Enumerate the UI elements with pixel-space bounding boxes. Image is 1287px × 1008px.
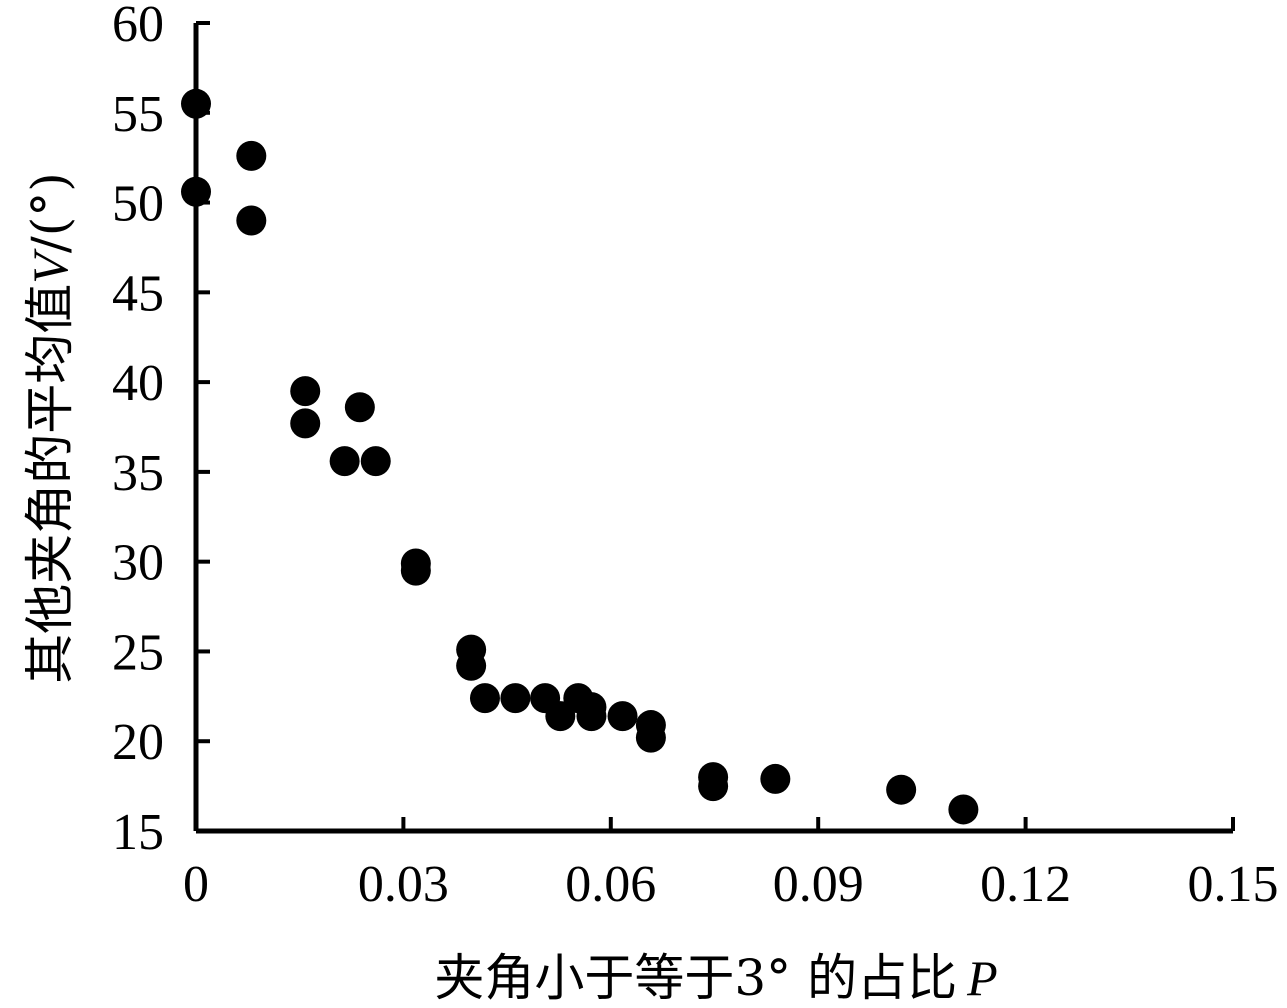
data-point — [344, 392, 375, 423]
data-point — [181, 88, 211, 119]
data-point — [698, 771, 729, 802]
data-points — [181, 88, 979, 825]
y-axis-title-unit: /(°) — [21, 172, 79, 253]
data-point — [290, 376, 321, 407]
y-tick-label: 55 — [112, 86, 164, 143]
data-point — [290, 408, 321, 439]
data-point — [886, 774, 917, 805]
y-axis-title-variable: V — [22, 248, 78, 284]
y-tick-label: 60 — [112, 0, 164, 53]
x-tick-label: 0.15 — [1188, 856, 1279, 913]
data-point — [469, 683, 500, 714]
y-tick-label: 30 — [112, 535, 164, 592]
y-tick-label: 40 — [112, 355, 164, 412]
x-tick-label: 0.12 — [980, 856, 1071, 913]
data-point — [181, 176, 211, 207]
y-axis-title-text: 其他夹角的平均值 — [21, 284, 79, 684]
data-point — [456, 650, 487, 681]
y-tick-label: 20 — [112, 714, 164, 771]
data-point — [236, 140, 267, 171]
data-point — [360, 446, 391, 477]
data-point — [329, 446, 360, 477]
data-point — [948, 794, 979, 825]
x-axis-ticks: 0 0.03 0.06 0.09 0.12 0.15 — [183, 817, 1279, 913]
y-tick-label: 50 — [112, 176, 164, 233]
y-tick-label: 25 — [112, 624, 164, 681]
data-point — [400, 555, 431, 586]
y-tick-label: 45 — [112, 265, 164, 322]
data-point — [500, 683, 531, 714]
x-tick-label: 0.09 — [773, 856, 864, 913]
data-point — [576, 701, 607, 732]
data-point — [607, 701, 638, 732]
x-axis-title-text: 夹角小于等于3° 的占比 — [434, 949, 957, 1007]
x-axis-title-variable: P — [966, 950, 998, 1006]
data-point — [236, 205, 267, 236]
axes: 0 0.03 0.06 0.09 0.12 0.15 15 20 25 30 35 40 45 50 55… — [112, 0, 1279, 913]
x-axis-title: 夹角小于等于3° 的占比 P — [434, 949, 997, 1007]
y-axis-title: 其他夹角的平均值V/(°) — [21, 172, 79, 683]
y-tick-label: 15 — [112, 804, 164, 861]
x-tick-label: 0.03 — [358, 856, 449, 913]
y-tick-label: 35 — [112, 445, 164, 502]
data-point — [760, 763, 791, 794]
y-axis-ticks: 15 20 25 30 35 40 45 50 55 60 — [112, 0, 210, 861]
x-tick-label: 0.06 — [565, 856, 656, 913]
x-tick-label: 0 — [183, 856, 209, 913]
data-point — [635, 722, 666, 753]
